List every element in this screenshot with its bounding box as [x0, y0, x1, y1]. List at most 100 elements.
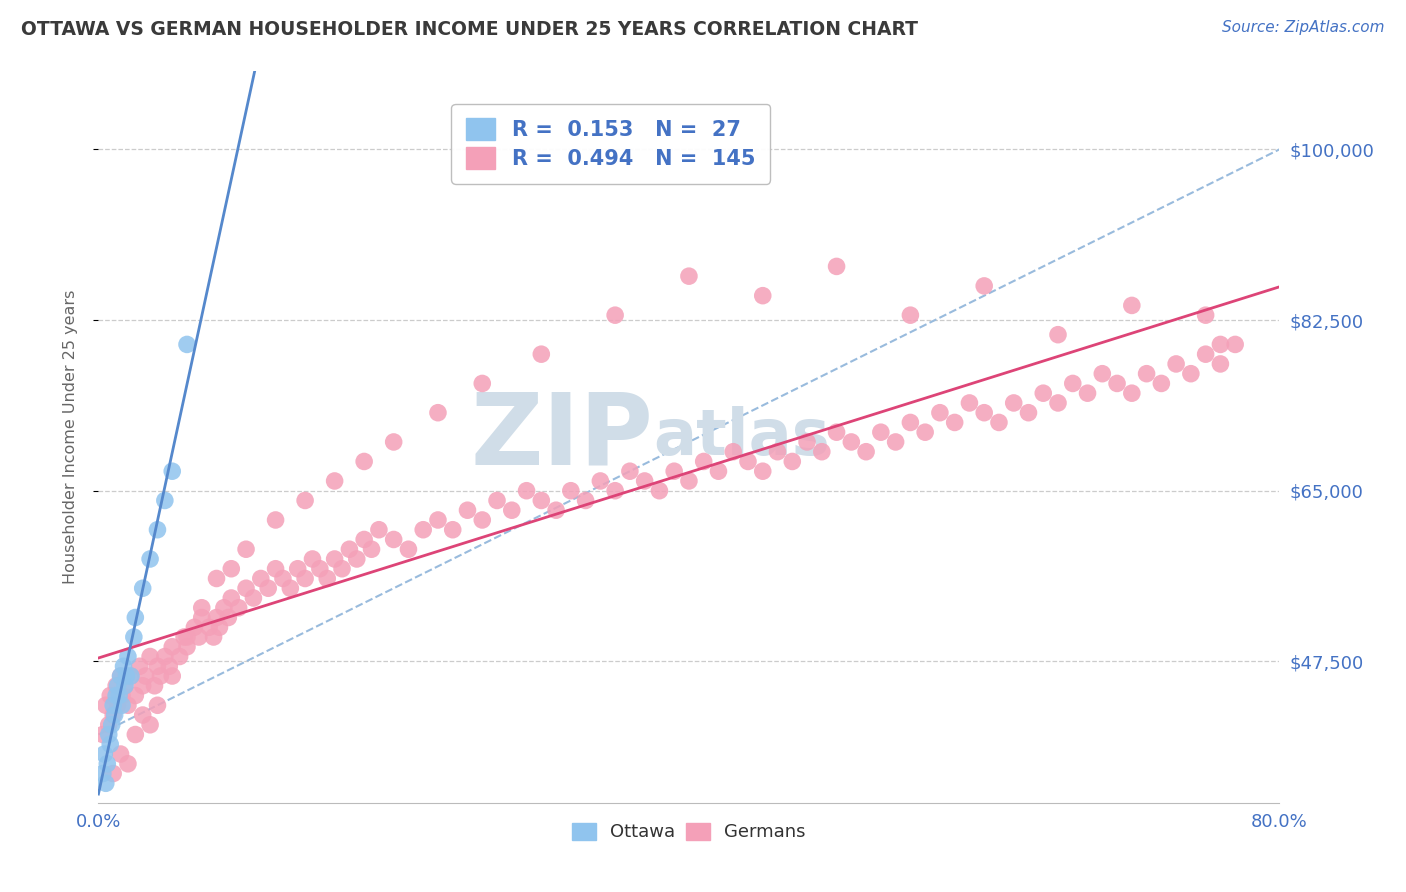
Point	[825, 425, 848, 440]
Point	[943, 416, 966, 430]
Point	[117, 698, 139, 713]
Point	[217, 610, 239, 624]
Point	[486, 493, 509, 508]
Point	[202, 630, 225, 644]
Point	[124, 610, 146, 624]
Point	[782, 454, 804, 468]
Point	[169, 649, 191, 664]
Point	[103, 708, 125, 723]
Point	[162, 464, 183, 478]
Point	[368, 523, 391, 537]
Point	[723, 444, 745, 458]
Point	[382, 533, 405, 547]
Point	[516, 483, 538, 498]
Point	[900, 416, 922, 430]
Point	[228, 600, 250, 615]
Point	[91, 766, 114, 780]
Point	[110, 669, 132, 683]
Point	[693, 454, 716, 468]
Point	[323, 474, 346, 488]
Point	[132, 708, 155, 723]
Point	[98, 689, 121, 703]
Point	[146, 659, 169, 673]
Point	[330, 562, 353, 576]
Point	[176, 337, 198, 351]
Point	[530, 493, 553, 508]
Point	[752, 464, 775, 478]
Point	[1062, 376, 1084, 391]
Point	[1209, 357, 1232, 371]
Point	[205, 572, 228, 586]
Point	[208, 620, 231, 634]
Point	[427, 406, 450, 420]
Point	[111, 689, 134, 703]
Point	[124, 689, 146, 703]
Point	[132, 581, 155, 595]
Text: Source: ZipAtlas.com: Source: ZipAtlas.com	[1222, 20, 1385, 35]
Point	[884, 434, 907, 449]
Point	[678, 474, 700, 488]
Point	[841, 434, 863, 449]
Point	[929, 406, 952, 420]
Point	[560, 483, 582, 498]
Y-axis label: Householder Income Under 25 years: Householder Income Under 25 years	[63, 290, 77, 584]
Point	[1180, 367, 1202, 381]
Point	[94, 776, 117, 790]
Point	[242, 591, 264, 605]
Point	[382, 434, 405, 449]
Point	[122, 630, 145, 644]
Point	[117, 649, 139, 664]
Point	[124, 727, 146, 741]
Point	[737, 454, 759, 468]
Point	[162, 640, 183, 654]
Point	[678, 269, 700, 284]
Point	[501, 503, 523, 517]
Point	[183, 620, 205, 634]
Point	[198, 620, 221, 634]
Point	[153, 649, 176, 664]
Point	[153, 493, 176, 508]
Point	[316, 572, 339, 586]
Point	[107, 679, 129, 693]
Point	[441, 523, 464, 537]
Point	[157, 659, 180, 673]
Point	[191, 610, 214, 624]
Point	[173, 630, 195, 644]
Point	[139, 552, 162, 566]
Point	[110, 747, 132, 761]
Point	[870, 425, 893, 440]
Point	[471, 376, 494, 391]
Point	[97, 718, 120, 732]
Point	[132, 679, 155, 693]
Point	[1046, 327, 1070, 342]
Point	[294, 572, 316, 586]
Point	[1209, 337, 1232, 351]
Point	[264, 562, 287, 576]
Point	[105, 679, 128, 693]
Point	[98, 737, 121, 751]
Point	[634, 474, 657, 488]
Point	[412, 523, 434, 537]
Point	[139, 649, 162, 664]
Point	[135, 669, 157, 683]
Legend: Ottawa, Germans: Ottawa, Germans	[565, 815, 813, 848]
Point	[104, 708, 127, 723]
Point	[162, 669, 183, 683]
Point	[1195, 347, 1218, 361]
Point	[1046, 396, 1070, 410]
Point	[353, 533, 375, 547]
Point	[346, 552, 368, 566]
Point	[457, 503, 479, 517]
Point	[796, 434, 818, 449]
Point	[191, 600, 214, 615]
Point	[100, 718, 122, 732]
Point	[1121, 298, 1143, 312]
Point	[117, 756, 139, 771]
Point	[323, 552, 346, 566]
Point	[988, 416, 1011, 430]
Point	[471, 513, 494, 527]
Point	[112, 659, 135, 673]
Point	[114, 679, 136, 693]
Point	[1091, 367, 1114, 381]
Point	[287, 562, 309, 576]
